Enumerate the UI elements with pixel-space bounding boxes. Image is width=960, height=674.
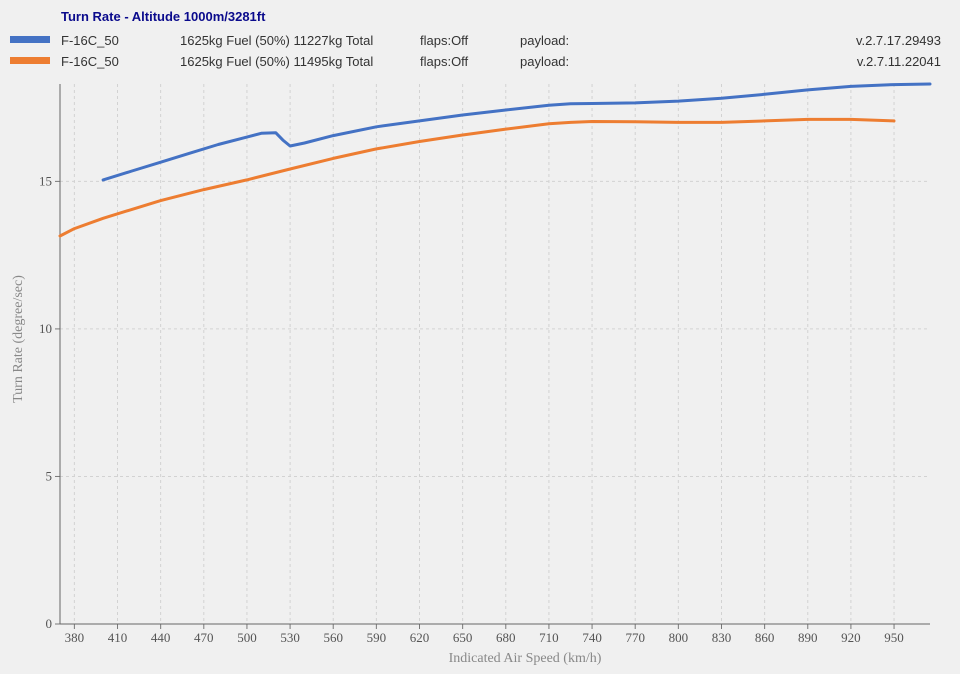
legend-fuel-1: 1625kg Fuel (50%) 11227kg Total bbox=[180, 33, 374, 48]
series-line-2[interactable] bbox=[58, 117, 896, 238]
legend-payload-1: payload: bbox=[520, 33, 570, 48]
legend-version-1: v.2.7.17.29493 bbox=[855, 33, 941, 48]
legend-flaps-2: flaps:Off bbox=[420, 54, 469, 69]
x-tick-label: 740 bbox=[582, 630, 602, 645]
x-tick-label: 800 bbox=[669, 630, 689, 645]
y-axis-title: Turn Rate (degree/sec) bbox=[11, 275, 26, 403]
x-tick-label: 680 bbox=[496, 630, 516, 645]
tick-labels: 380 410 440 470 500 530 560 590 620 650 680 710 740 7… bbox=[39, 173, 904, 645]
x-tick-label: 830 bbox=[712, 630, 732, 645]
y-tick-label: 5 bbox=[46, 468, 53, 483]
x-tick-label: 770 bbox=[625, 630, 645, 645]
x-tick-label: 560 bbox=[323, 630, 343, 645]
series-lines bbox=[58, 82, 932, 238]
series-line-1[interactable] bbox=[101, 82, 932, 182]
y-tick-label: 10 bbox=[39, 321, 52, 336]
x-tick-label: 860 bbox=[755, 630, 775, 645]
y-tick-label: 0 bbox=[46, 616, 53, 631]
x-tick-label: 890 bbox=[798, 630, 818, 645]
x-tick-label: 440 bbox=[151, 630, 171, 645]
legend-payload-2: payload: bbox=[520, 54, 570, 69]
legend-entry-1[interactable]: F-16C_50 1625kg Fuel (50%) 11227kg Total… bbox=[0, 32, 960, 50]
x-tick-label: 410 bbox=[108, 630, 128, 645]
legend-swatch-2 bbox=[10, 57, 50, 64]
legend-version-2: v.2.7.11.22041 bbox=[856, 54, 941, 69]
axes bbox=[55, 84, 930, 629]
legend-flaps-1: flaps:Off bbox=[420, 33, 469, 48]
x-tick-label: 500 bbox=[237, 630, 257, 645]
x-tick-label: 950 bbox=[884, 630, 904, 645]
legend-name-1: F-16C_50 bbox=[61, 33, 119, 48]
x-tick-label: 590 bbox=[367, 630, 387, 645]
x-tick-label: 620 bbox=[410, 630, 430, 645]
legend-entry-2[interactable]: F-16C_50 1625kg Fuel (50%) 11495kg Total… bbox=[0, 53, 960, 71]
x-tick-label: 710 bbox=[539, 630, 559, 645]
x-tick-label: 530 bbox=[280, 630, 300, 645]
grid bbox=[60, 84, 930, 625]
chart-title: Turn Rate - Altitude 1000m/3281ft bbox=[61, 9, 266, 24]
x-axis-title: Indicated Air Speed (km/h) bbox=[449, 651, 602, 666]
x-tick-label: 380 bbox=[65, 630, 85, 645]
legend-swatch-1 bbox=[10, 36, 50, 43]
x-tick-label: 470 bbox=[194, 630, 214, 645]
legend-fuel-2: 1625kg Fuel (50%) 11495kg Total bbox=[180, 54, 374, 69]
x-tick-label: 920 bbox=[841, 630, 861, 645]
legend-name-2: F-16C_50 bbox=[61, 54, 119, 69]
x-tick-label: 650 bbox=[453, 630, 473, 645]
y-tick-label: 15 bbox=[39, 173, 52, 188]
